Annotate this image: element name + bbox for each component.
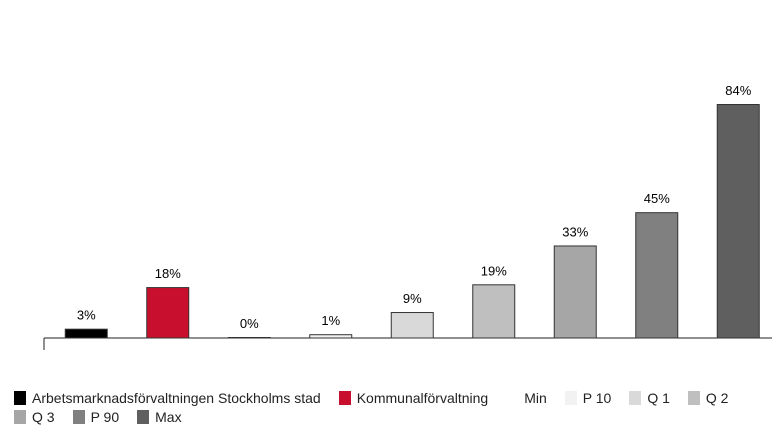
data-label: 9% <box>403 291 422 306</box>
legend-label: Min <box>524 390 547 406</box>
legend-label: Max <box>155 409 182 425</box>
bar <box>472 284 516 339</box>
data-label: 0% <box>240 316 259 331</box>
data-label: 19% <box>481 263 507 278</box>
legend-item: Max <box>137 409 182 425</box>
bar <box>64 328 108 339</box>
legend-item: Min <box>506 390 547 406</box>
legend-label: Arbetsmarknadsförvaltningen Stockholms s… <box>32 390 321 406</box>
data-label: 45% <box>644 191 670 206</box>
bar <box>146 287 190 339</box>
data-label: 3% <box>77 308 96 323</box>
legend-swatch <box>687 391 700 405</box>
bar <box>635 212 679 339</box>
bar <box>716 104 760 339</box>
bar <box>227 337 271 339</box>
legend-item: P 90 <box>72 409 120 425</box>
data-label: 18% <box>155 266 181 281</box>
legend-swatch <box>14 391 26 405</box>
legend-label: Q 1 <box>647 390 670 406</box>
bar <box>309 334 353 339</box>
legend: Arbetsmarknadsförvaltningen Stockholms s… <box>14 390 772 425</box>
legend-label: Q 3 <box>32 409 55 425</box>
plot: 3% 18% 0% 1% 9% 19% 33% 45% 84% <box>43 83 772 350</box>
legend-item: Arbetsmarknadsförvaltningen Stockholms s… <box>14 390 321 406</box>
data-label: 33% <box>562 224 588 239</box>
legend-label: P 90 <box>90 409 120 425</box>
legend-label: Kommunalförvaltning <box>356 390 489 406</box>
legend-item: P 10 <box>564 390 612 406</box>
legend-swatch <box>564 391 577 405</box>
legend-label: Q 2 <box>705 390 729 406</box>
legend-swatch <box>338 391 351 405</box>
legend-item: Kommunalförvaltning <box>338 390 489 406</box>
legend-item: Q 1 <box>629 390 670 406</box>
legend-item: Q 2 <box>687 390 729 406</box>
legend-swatch <box>629 391 642 405</box>
legend-item: Q 3 <box>14 409 55 425</box>
legend-swatch <box>137 410 150 424</box>
bar <box>390 312 434 339</box>
bar <box>553 245 597 339</box>
data-label: 84% <box>725 83 751 98</box>
legend-swatch <box>506 391 519 405</box>
legend-swatch <box>14 410 26 424</box>
legend-label: P 10 <box>582 390 612 406</box>
data-label: 1% <box>321 313 340 328</box>
legend-swatch <box>72 410 85 424</box>
